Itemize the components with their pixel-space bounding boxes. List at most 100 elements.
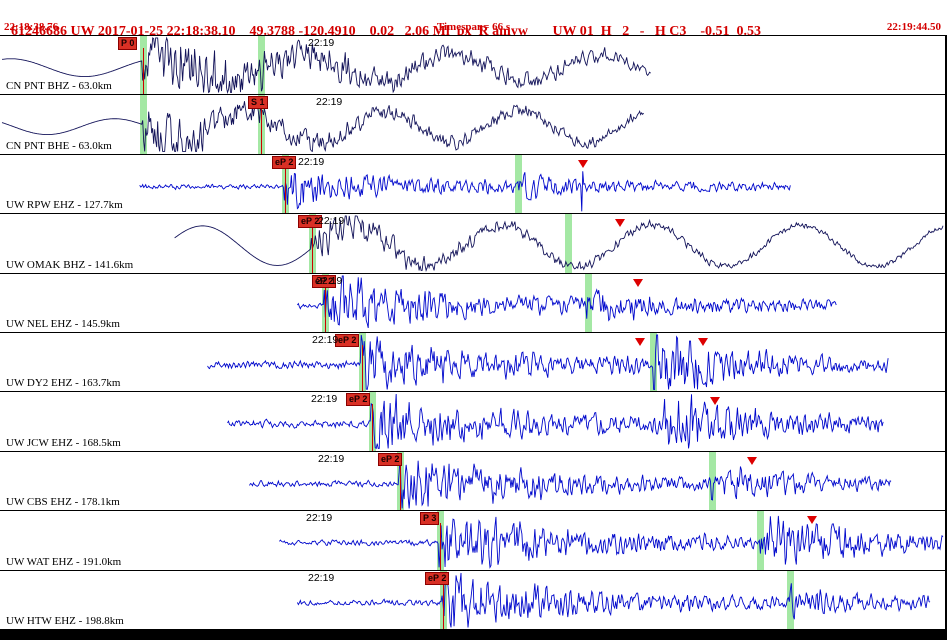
station-distance: 63.0km <box>78 80 112 93</box>
station-label-separator: - <box>85 258 95 271</box>
station-label: UW NEL EHZ - 145.9km <box>6 318 120 330</box>
time-tick-label: 22:19 <box>316 96 343 109</box>
phase-window-highlight <box>709 451 716 511</box>
time-tick-label: 22:19 <box>318 215 345 228</box>
station-channel-name: CN PNT BHZ <box>6 80 70 93</box>
phase-pick-flag[interactable]: eP 2 <box>335 333 360 347</box>
phase-pick-line <box>362 344 363 392</box>
station-label: UW JCW EHZ - 168.5km <box>6 437 121 449</box>
waveform-uw-nel-ehz[interactable] <box>0 274 945 332</box>
trace-row-uw-cbs-ehz: eP 2 22:19 UW CBS EHZ - 178.1km <box>0 451 945 512</box>
waveform-uw-cbs-ehz[interactable] <box>0 452 945 510</box>
arrival-marker-icon[interactable] <box>633 278 643 287</box>
arrival-marker-icon[interactable] <box>747 456 757 465</box>
arrival-marker-icon[interactable] <box>710 397 720 406</box>
station-distance: 63.0km <box>78 139 112 152</box>
waveform-uw-wat-ehz[interactable] <box>0 511 945 570</box>
event-header: 61246686 UW 2017-01-25 22:18:38.10 49.37… <box>0 0 947 39</box>
phase-pick-flag[interactable]: eP 2 <box>312 274 337 288</box>
arrival-marker-icon[interactable] <box>807 516 817 525</box>
phase-pick-flag[interactable]: eP 2 <box>378 452 403 466</box>
station-label-separator: - <box>75 614 86 627</box>
station-distance: 178.1km <box>80 496 120 509</box>
trace-row-uw-nel-ehz: eP 2 22:19 UW NEL EHZ - 145.9km <box>0 273 945 333</box>
station-label: UW HTW EHZ - 198.8km <box>6 615 124 627</box>
station-label-separator: - <box>71 317 82 330</box>
station-distance: 127.7km <box>83 199 123 212</box>
waveform-trace-path <box>174 215 944 273</box>
waveform-trace-path <box>139 170 791 212</box>
station-distance: 191.0km <box>82 555 122 568</box>
phase-window-highlight <box>585 273 592 332</box>
phase-pick-flag[interactable]: eP 2 <box>298 215 323 229</box>
phase-pick-line <box>143 48 144 95</box>
waveform-trace-path <box>1 36 651 95</box>
station-label-separator: - <box>72 436 82 449</box>
arrival-marker-icon[interactable] <box>615 219 625 228</box>
waveform-trace-path <box>227 394 884 450</box>
station-channel-name: UW CBS EHZ <box>6 496 72 509</box>
station-label-separator: - <box>72 377 82 390</box>
time-tick-label: 22:19 <box>312 333 339 346</box>
phase-pick-flag[interactable]: S 1 <box>248 96 268 110</box>
phase-pick-line <box>312 226 313 273</box>
phase-pick-line <box>285 166 286 214</box>
waveform-uw-jcw-ehz[interactable] <box>0 392 945 450</box>
phase-pick-line <box>325 285 326 332</box>
waveform-uw-omak-bhz[interactable] <box>0 214 945 273</box>
time-tick-label: 22:19 <box>311 393 338 406</box>
phase-pick-flag[interactable]: P 0 <box>118 37 138 50</box>
time-tick-label: 22:19 <box>318 452 345 465</box>
waveform-uw-dy2-ehz[interactable] <box>0 333 945 391</box>
phase-window-highlight <box>258 36 265 95</box>
waveform-trace-path <box>296 572 931 628</box>
time-tick-label: 22:19 <box>308 571 335 584</box>
trace-row-uw-wat-ehz: P 3 22:19 UW WAT EHZ - 191.0km <box>0 511 945 571</box>
station-label-separator: - <box>73 555 83 568</box>
phase-pick-flag[interactable]: P 3 <box>420 512 440 526</box>
time-window-bar: 22:18:38.76 Timespan= 66 s 22:19:44.50 <box>0 21 947 35</box>
time-tick-label: 22:19 <box>298 155 325 168</box>
time-tick-label: 22:19 <box>306 512 333 525</box>
timespan-label: Timespan= 66 s <box>436 21 511 33</box>
arrival-marker-icon[interactable] <box>698 337 708 346</box>
station-label-separator: - <box>74 199 84 212</box>
station-channel-name: UW HTW EHZ <box>6 614 76 627</box>
station-distance: 163.7km <box>81 377 121 390</box>
waveform-uw-htw-ehz[interactable] <box>0 571 945 629</box>
phase-window-highlight <box>565 214 572 273</box>
trace-row-uw-htw-ehz: eP 2 22:19 UW HTW EHZ - 198.8km <box>0 570 945 630</box>
phase-window-highlight <box>787 570 794 629</box>
station-label: UW OMAK BHZ - 141.6km <box>6 259 133 271</box>
station-channel-name: UW OMAK BHZ <box>6 258 86 271</box>
waveform-trace-path <box>1 96 644 153</box>
phase-pick-flag[interactable]: eP 2 <box>272 155 297 169</box>
station-channel-name: UW WAT EHZ <box>6 555 74 568</box>
station-channel-name: UW JCW EHZ <box>6 436 73 449</box>
trace-row-uw-rpw-ehz: eP 2 22:19 UW RPW EHZ - 127.7km <box>0 154 945 215</box>
waveform-trace-path <box>297 275 837 328</box>
arrival-marker-icon[interactable] <box>635 337 645 346</box>
waveform-trace-path <box>207 334 889 390</box>
phase-pick-line <box>400 463 401 511</box>
phase-pick-line <box>443 582 444 629</box>
station-distance: 141.6km <box>94 258 134 271</box>
phase-pick-flag[interactable]: eP 2 <box>425 571 450 585</box>
waveform-cn-pnt-bhe[interactable] <box>0 95 945 153</box>
station-channel-name: UW RPW EHZ <box>6 199 75 212</box>
phase-window-highlight <box>650 332 657 392</box>
station-distance: 145.9km <box>81 317 120 330</box>
phase-window-highlight <box>757 511 764 570</box>
station-label: UW WAT EHZ - 191.0km <box>6 556 121 568</box>
station-label-separator: - <box>71 496 81 509</box>
phase-pick-line <box>440 523 441 570</box>
time-tick-label: 22:19 <box>308 37 335 49</box>
phase-pick-line <box>261 107 262 154</box>
arrival-marker-icon[interactable] <box>578 159 588 168</box>
station-distance: 198.8km <box>85 614 124 627</box>
phase-pick-flag[interactable]: eP 2 <box>346 393 371 407</box>
station-label: UW CBS EHZ - 178.1km <box>6 496 120 508</box>
waveform-cn-pnt-bhz[interactable] <box>0 36 945 95</box>
waveform-uw-rpw-ehz[interactable] <box>0 155 945 213</box>
trace-row-uw-omak-bhz: eP 2 22:19 UW OMAK BHZ - 141.6km <box>0 214 945 274</box>
